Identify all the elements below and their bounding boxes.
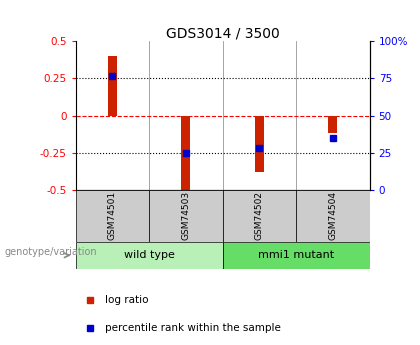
Bar [328, 116, 337, 134]
Text: genotype/variation: genotype/variation [4, 247, 97, 257]
Title: GDS3014 / 3500: GDS3014 / 3500 [166, 26, 279, 40]
Bar [108, 56, 117, 116]
Text: GSM74502: GSM74502 [255, 191, 264, 240]
Bar [223, 241, 370, 269]
Text: mmi1 mutant: mmi1 mutant [258, 250, 334, 260]
Bar [149, 190, 223, 242]
Text: percentile rank within the sample: percentile rank within the sample [105, 323, 281, 333]
Bar [255, 116, 264, 172]
Text: GSM74504: GSM74504 [328, 191, 337, 240]
Text: log ratio: log ratio [105, 295, 149, 305]
Bar [296, 190, 370, 242]
Text: wild type: wild type [123, 250, 175, 260]
Bar [223, 190, 296, 242]
Text: GSM74501: GSM74501 [108, 191, 117, 240]
Bar [76, 241, 223, 269]
Bar [76, 190, 149, 242]
Bar [181, 116, 190, 190]
Text: GSM74503: GSM74503 [181, 191, 190, 240]
